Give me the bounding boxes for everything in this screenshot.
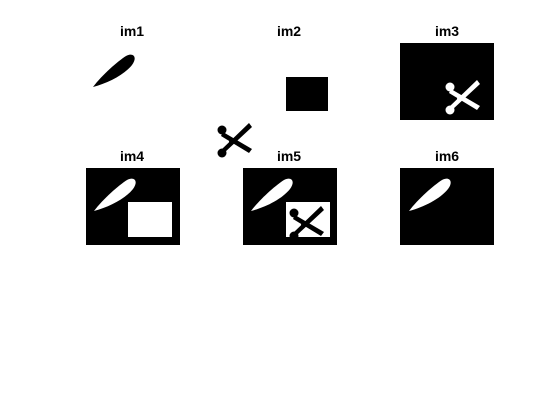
panel-title-im1: im1 <box>120 23 144 39</box>
panel-title-im5: im5 <box>277 148 301 164</box>
panel-im2 <box>286 77 328 111</box>
panel-im1 <box>93 54 252 158</box>
panel-im3 <box>400 43 494 120</box>
rectangle-shape-im2 <box>286 77 328 111</box>
panel-im5 <box>243 168 337 245</box>
panel-title-im2: im2 <box>277 23 301 39</box>
panel-title-im3: im3 <box>435 23 459 39</box>
leaf-shape-im1 <box>93 54 135 87</box>
scissors-shape-im1 <box>217 123 252 158</box>
panel-title-im4: im4 <box>120 148 144 164</box>
panel-im4 <box>86 168 180 245</box>
rectangle-shape-im4 <box>128 202 172 237</box>
panel-im6 <box>400 168 494 245</box>
panel-title-im6: im6 <box>435 148 459 164</box>
